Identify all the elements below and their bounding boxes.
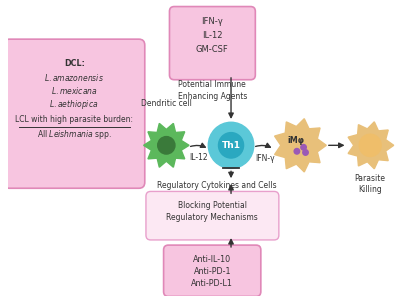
Text: IFN-γ: IFN-γ [256, 154, 275, 163]
Text: DCL:: DCL: [64, 59, 85, 68]
Text: All $\it{Leishmania}$ spp.: All $\it{Leishmania}$ spp. [36, 128, 112, 141]
Text: $\it{L. mexicana}$: $\it{L. mexicana}$ [51, 85, 97, 96]
Text: iMφ: iMφ [287, 136, 304, 145]
Polygon shape [144, 123, 189, 167]
Text: Th1: Th1 [221, 141, 241, 150]
Text: $\it{L. aethiopica}$: $\it{L. aethiopica}$ [49, 98, 99, 110]
Text: Regulatory Cytokines and Cells: Regulatory Cytokines and Cells [158, 181, 277, 190]
FancyBboxPatch shape [4, 39, 145, 188]
Polygon shape [348, 122, 394, 169]
FancyBboxPatch shape [146, 192, 279, 240]
Circle shape [158, 137, 175, 154]
Circle shape [303, 150, 308, 155]
Text: GM-CSF: GM-CSF [196, 45, 229, 54]
FancyBboxPatch shape [164, 245, 261, 296]
Text: Blocking Potential
Regulatory Mechanisms: Blocking Potential Regulatory Mechanisms [166, 201, 258, 222]
Text: IFN-γ: IFN-γ [201, 17, 223, 26]
Text: Parasite
Killing: Parasite Killing [355, 174, 386, 194]
Circle shape [301, 145, 306, 150]
Text: LCL with high parasite burden:: LCL with high parasite burden: [15, 115, 133, 124]
FancyBboxPatch shape [170, 7, 255, 80]
Text: $\it{L. amazonensis}$: $\it{L. amazonensis}$ [44, 72, 104, 83]
Text: Potential Immune
Enhancing Agents: Potential Immune Enhancing Agents [178, 80, 247, 101]
Text: Anti-IL-10: Anti-IL-10 [193, 255, 231, 264]
Circle shape [208, 122, 254, 168]
Circle shape [294, 148, 300, 154]
Text: Anti-PD-1: Anti-PD-1 [193, 267, 231, 276]
Text: Dendritic cell: Dendritic cell [141, 99, 192, 108]
Text: IL-12: IL-12 [189, 153, 208, 162]
Circle shape [219, 132, 243, 158]
Polygon shape [275, 119, 326, 172]
Text: IL-12: IL-12 [202, 31, 223, 40]
Circle shape [359, 134, 381, 157]
Text: Anti-PD-L1: Anti-PD-L1 [191, 279, 233, 288]
Circle shape [286, 131, 313, 159]
